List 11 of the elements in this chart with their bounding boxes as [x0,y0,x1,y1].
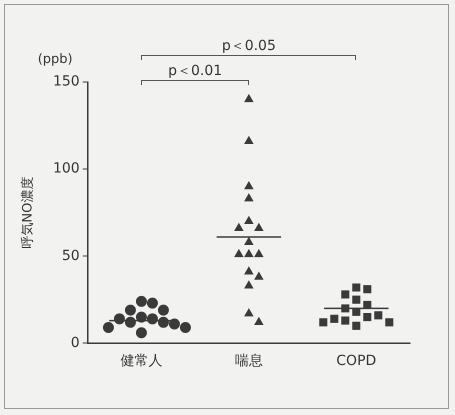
y-tick-label: 100 [52,160,80,177]
y-tick-label: 150 [52,74,80,90]
text: p＜0.01 [167,62,224,80]
y-axis-title: 呼気NO濃度 [19,176,36,249]
y-tick-label: 50 [62,248,80,264]
x-tick-label: 健常人 [120,353,162,370]
y-tick-label: 0 [70,334,80,351]
chart-subtitle: (ppb) [38,52,73,67]
text: p＜0.05 [220,37,277,55]
x-tick-label: COPD [336,353,376,370]
x-tick-label: 喘息 [234,353,263,370]
